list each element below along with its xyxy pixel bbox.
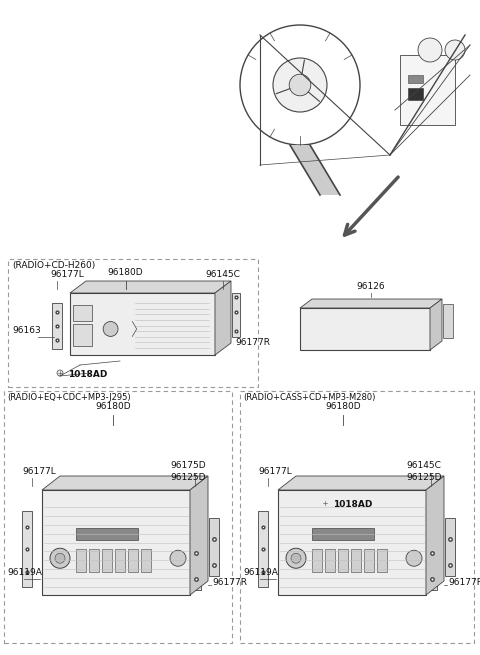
Text: 96177R: 96177R: [235, 338, 270, 347]
Polygon shape: [426, 476, 444, 595]
Polygon shape: [278, 476, 444, 490]
Circle shape: [445, 40, 465, 60]
Bar: [445, 518, 455, 576]
Circle shape: [55, 553, 65, 563]
Text: 1018AD: 1018AD: [333, 500, 372, 509]
Text: (RADIO+EQ+CDC+MP3-J295): (RADIO+EQ+CDC+MP3-J295): [7, 393, 131, 402]
Text: 96125D: 96125D: [406, 473, 442, 482]
Bar: [408, 88, 423, 100]
Polygon shape: [430, 299, 442, 350]
Bar: [73, 305, 92, 321]
Circle shape: [57, 370, 63, 376]
Circle shape: [291, 553, 301, 563]
Circle shape: [406, 550, 422, 567]
Bar: [408, 75, 423, 83]
Bar: [76, 528, 138, 540]
Bar: [73, 324, 92, 346]
Text: 96145C: 96145C: [406, 461, 441, 470]
Circle shape: [50, 548, 70, 569]
Bar: [427, 532, 437, 590]
Circle shape: [103, 322, 118, 337]
Bar: [115, 549, 125, 572]
Bar: [312, 549, 322, 572]
Bar: [351, 549, 361, 572]
Bar: [209, 518, 219, 576]
Circle shape: [273, 58, 327, 112]
Text: 96180D: 96180D: [325, 402, 361, 411]
Bar: [22, 512, 32, 587]
Polygon shape: [300, 299, 442, 308]
Text: 96126: 96126: [357, 282, 385, 291]
Text: 96163: 96163: [12, 326, 41, 335]
Text: (RADIO+CD-H260): (RADIO+CD-H260): [12, 261, 95, 270]
Bar: [364, 549, 374, 572]
Text: 96177R: 96177R: [212, 578, 247, 587]
Bar: [8, 259, 258, 387]
Circle shape: [170, 550, 186, 567]
Text: 96177L: 96177L: [258, 467, 292, 476]
Text: 96119A: 96119A: [7, 568, 42, 577]
Bar: [240, 391, 474, 643]
Bar: [4, 391, 232, 643]
Bar: [128, 549, 138, 572]
Text: 96145C: 96145C: [205, 270, 240, 279]
Polygon shape: [42, 476, 208, 490]
Bar: [76, 549, 86, 572]
Bar: [102, 549, 112, 572]
Bar: [278, 490, 426, 595]
Bar: [141, 549, 151, 572]
Circle shape: [289, 74, 311, 96]
Text: 96177L: 96177L: [50, 270, 84, 279]
Bar: [400, 55, 455, 125]
Bar: [338, 549, 348, 572]
Text: 96180D: 96180D: [96, 402, 131, 411]
Polygon shape: [190, 476, 208, 595]
Circle shape: [418, 38, 442, 62]
Text: 96180D: 96180D: [108, 268, 144, 277]
Bar: [377, 549, 387, 572]
Circle shape: [286, 548, 306, 569]
Bar: [52, 303, 62, 349]
Bar: [191, 532, 201, 590]
Circle shape: [322, 500, 328, 506]
Bar: [300, 308, 430, 350]
Text: 96175D: 96175D: [170, 461, 205, 470]
Polygon shape: [290, 145, 340, 195]
Bar: [258, 512, 268, 587]
Bar: [325, 549, 335, 572]
Text: (RADIO+CASS+CD+MP3-M280): (RADIO+CASS+CD+MP3-M280): [243, 393, 375, 402]
Text: 96125D: 96125D: [170, 473, 205, 482]
Polygon shape: [70, 281, 231, 293]
Bar: [42, 490, 190, 595]
Text: 1018AD: 1018AD: [68, 370, 108, 379]
Bar: [232, 293, 240, 337]
Text: 96119A: 96119A: [243, 568, 278, 577]
Bar: [312, 528, 374, 540]
Bar: [70, 293, 215, 355]
Text: 96177R: 96177R: [448, 578, 480, 587]
Bar: [443, 304, 453, 338]
Text: 96177L: 96177L: [22, 467, 56, 476]
Bar: [89, 549, 99, 572]
Polygon shape: [215, 281, 231, 355]
